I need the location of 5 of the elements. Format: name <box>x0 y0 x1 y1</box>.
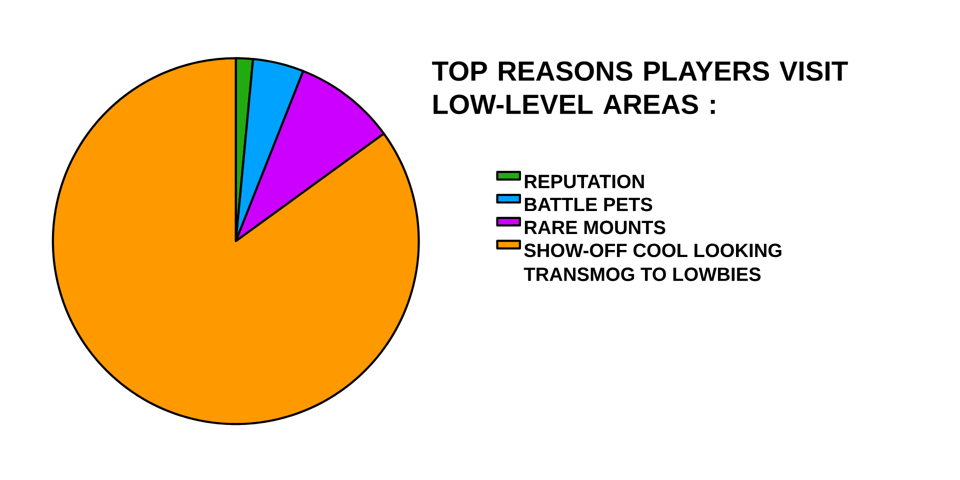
legend-label: RARE MOUNTS <box>524 220 666 234</box>
legend-label: SHOW-OFF COOL LOOKING TRANSMOG TO LOWBIES <box>524 244 782 282</box>
legend-label: REPUTATION <box>524 174 644 188</box>
legend-label: BATTLE PETS <box>524 198 652 212</box>
text: TOP REASONS PLAYERS VISIT LOW-LEVEL AREAS : <box>432 61 848 114</box>
